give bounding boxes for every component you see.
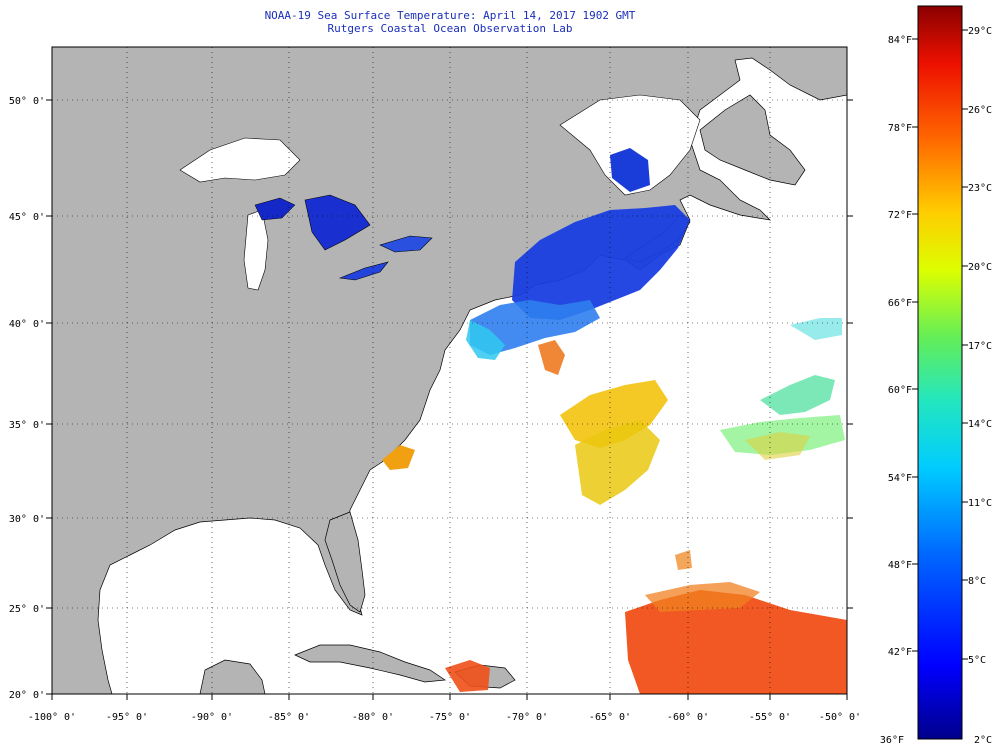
- lake-erie: [338, 261, 389, 281]
- lat-label: 40° 0': [9, 319, 45, 330]
- c-label: 11°C: [968, 498, 992, 509]
- lat-labels: 50° 0' 45° 0' 40° 0' 35° 0' 30° 0' 25° 0…: [9, 96, 45, 701]
- lon-labels: -100° 0' -95° 0' -90° 0' -85° 0' -80° 0'…: [28, 712, 861, 723]
- sst-shelf-cyan: [466, 320, 505, 360]
- c-label: 2°C: [974, 735, 992, 746]
- c-label: 5°C: [968, 655, 986, 666]
- sst-small-orange: [675, 550, 692, 570]
- f-label: 66°F: [888, 298, 912, 309]
- sst-gulf-stream-orange: [538, 340, 565, 375]
- c-label: 8°C: [968, 576, 986, 587]
- sst-yellow-east: [745, 432, 810, 460]
- gulf-st-lawrence: [559, 94, 701, 196]
- c-label: 23°C: [968, 183, 992, 194]
- colorbar-celsius: 29°C 26°C 23°C 20°C 17°C 14°C 11°C 8°C 5…: [968, 26, 992, 746]
- f-label: 42°F: [888, 647, 912, 658]
- lake-superior: [179, 137, 301, 183]
- map-title: NOAA-19 Sea Surface Temperature: April 1…: [264, 9, 636, 22]
- f-label: 72°F: [888, 210, 912, 221]
- sst-cold-region: [512, 205, 690, 320]
- f-label: 84°F: [888, 35, 912, 46]
- lon-label: -60° 0': [667, 712, 709, 723]
- c-label: 26°C: [968, 105, 992, 116]
- map-subtitle: Rutgers Coastal Ocean Observation Lab: [327, 22, 573, 35]
- lat-label: 20° 0': [9, 690, 45, 701]
- f-label: 36°F: [880, 735, 904, 746]
- lon-label: -95° 0': [106, 712, 148, 723]
- land-cuba: [294, 644, 447, 683]
- lon-label: -100° 0': [28, 712, 76, 723]
- c-label: 14°C: [968, 419, 992, 430]
- colorbar-ticks: [912, 29, 968, 660]
- lon-label: -85° 0': [268, 712, 310, 723]
- sst-cool-region: [470, 300, 600, 355]
- sst-warm-patch-2: [575, 420, 660, 505]
- lon-label: -80° 0': [352, 712, 394, 723]
- lon-label: -65° 0': [589, 712, 631, 723]
- f-label: 48°F: [888, 560, 912, 571]
- lat-label: 30° 0': [9, 514, 45, 525]
- lon-label: -90° 0': [191, 712, 233, 723]
- c-label: 29°C: [968, 26, 992, 37]
- lon-label: -75° 0': [429, 712, 471, 723]
- lake-ontario: [379, 235, 433, 253]
- lon-label: -55° 0': [749, 712, 791, 723]
- sst-warm-patch-1: [560, 380, 668, 448]
- lat-label: 25° 0': [9, 604, 45, 615]
- sst-warm-south: [625, 590, 847, 694]
- land-newfoundland: [699, 94, 806, 186]
- sst-teal-patch-3: [790, 318, 842, 340]
- sst-hatteras: [382, 445, 415, 470]
- lon-label: -70° 0': [506, 712, 548, 723]
- colorbar: [917, 5, 963, 740]
- lat-label: 35° 0': [9, 420, 45, 431]
- lon-label: -50° 0': [819, 712, 861, 723]
- c-label: 20°C: [968, 262, 992, 273]
- colorbar-fahrenheit: 84°F 78°F 72°F 66°F 60°F 54°F 48°F 42°F …: [880, 35, 912, 746]
- axis-ticks: [46, 99, 853, 700]
- f-label: 78°F: [888, 123, 912, 134]
- f-label: 54°F: [888, 473, 912, 484]
- sst-st-lawrence-blue: [610, 148, 650, 192]
- sst-warm-south-edge: [645, 582, 760, 612]
- lake-superior-east: [254, 197, 296, 221]
- sst-caribbean: [445, 660, 490, 692]
- c-label: 17°C: [968, 341, 992, 352]
- f-label: 60°F: [888, 385, 912, 396]
- lat-label: 50° 0': [9, 96, 45, 107]
- sst-teal-patch-1: [760, 375, 835, 415]
- lat-label: 45° 0': [9, 212, 45, 223]
- lake-huron: [304, 194, 371, 251]
- land-yucatan: [199, 659, 266, 694]
- land-florida: [324, 511, 366, 613]
